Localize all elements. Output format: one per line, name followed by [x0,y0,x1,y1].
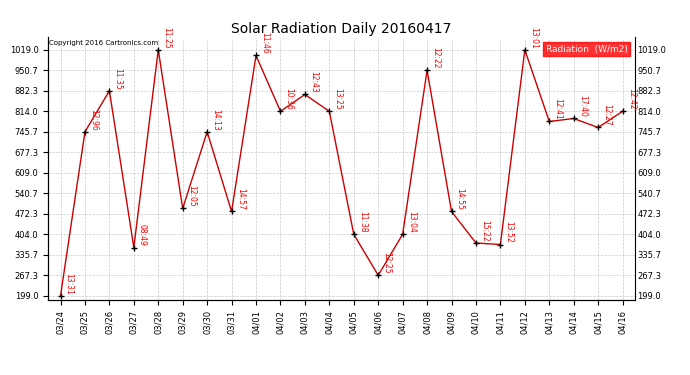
Text: 11:35: 11:35 [114,68,123,89]
Text: 12:43: 12:43 [309,71,318,93]
Text: 13:52: 13:52 [504,221,513,243]
Legend: Radiation  (W/m2): Radiation (W/m2) [543,42,630,56]
Text: 12:96: 12:96 [89,109,98,130]
Text: 11:25: 11:25 [162,27,171,48]
Text: 11:38: 11:38 [358,211,367,233]
Text: Copyright 2016 Cartronics.com: Copyright 2016 Cartronics.com [50,40,159,46]
Text: 12:22: 12:22 [431,47,440,69]
Text: 13:25: 13:25 [333,88,342,110]
Text: 12:41: 12:41 [553,99,562,120]
Text: 14:55: 14:55 [455,188,464,210]
Text: 15:22: 15:22 [480,220,489,242]
Text: 13:01: 13:01 [529,27,538,48]
Title: Solar Radiation Daily 20160417: Solar Radiation Daily 20160417 [231,22,452,36]
Text: 14:57: 14:57 [236,188,245,210]
Text: 11:46: 11:46 [260,32,269,54]
Text: 13:31: 13:31 [65,273,74,294]
Text: 10:36: 10:36 [284,88,294,110]
Text: 13:04: 13:04 [407,211,416,233]
Text: 12:42: 12:42 [627,88,635,110]
Text: 14:13: 14:13 [211,109,220,130]
Text: 12:25: 12:25 [382,252,391,274]
Text: 08:49: 08:49 [138,224,147,246]
Text: 12:05: 12:05 [187,185,196,207]
Text: 12:27: 12:27 [602,105,611,126]
Text: 17:40: 17:40 [578,95,587,117]
